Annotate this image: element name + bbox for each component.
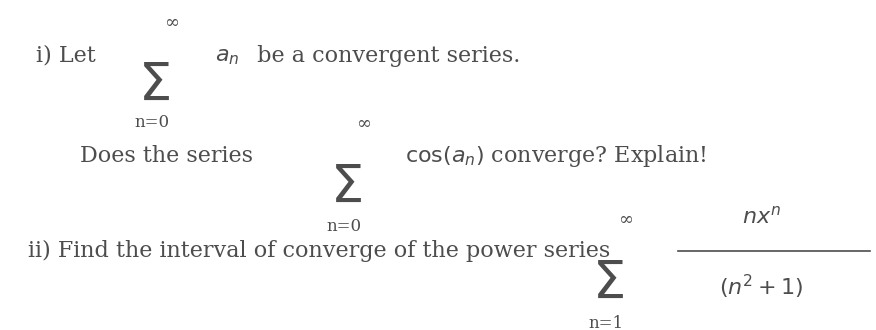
Text: $\Sigma$: $\Sigma$ (592, 258, 625, 310)
Text: $(n^2+1)$: $(n^2+1)$ (719, 273, 803, 301)
Text: ii) Find the interval of converge of the power series: ii) Find the interval of converge of the… (27, 240, 617, 262)
Text: n=0: n=0 (134, 114, 169, 131)
Text: ∞: ∞ (164, 14, 180, 32)
Text: $\Sigma$: $\Sigma$ (138, 60, 170, 112)
Text: ∞: ∞ (618, 212, 633, 229)
Text: $a_n$: $a_n$ (215, 45, 240, 67)
Text: $\Sigma$: $\Sigma$ (330, 163, 363, 214)
Text: n=0: n=0 (326, 218, 361, 235)
Text: ∞: ∞ (357, 115, 371, 133)
Text: $\cos(a_n)$ converge? Explain!: $\cos(a_n)$ converge? Explain! (405, 143, 707, 169)
Text: Does the series: Does the series (80, 145, 260, 167)
Text: $nx^n$: $nx^n$ (742, 207, 781, 228)
Text: be a convergent series.: be a convergent series. (251, 45, 520, 67)
Text: n=1: n=1 (588, 315, 623, 330)
Text: i) Let: i) Let (36, 45, 103, 67)
